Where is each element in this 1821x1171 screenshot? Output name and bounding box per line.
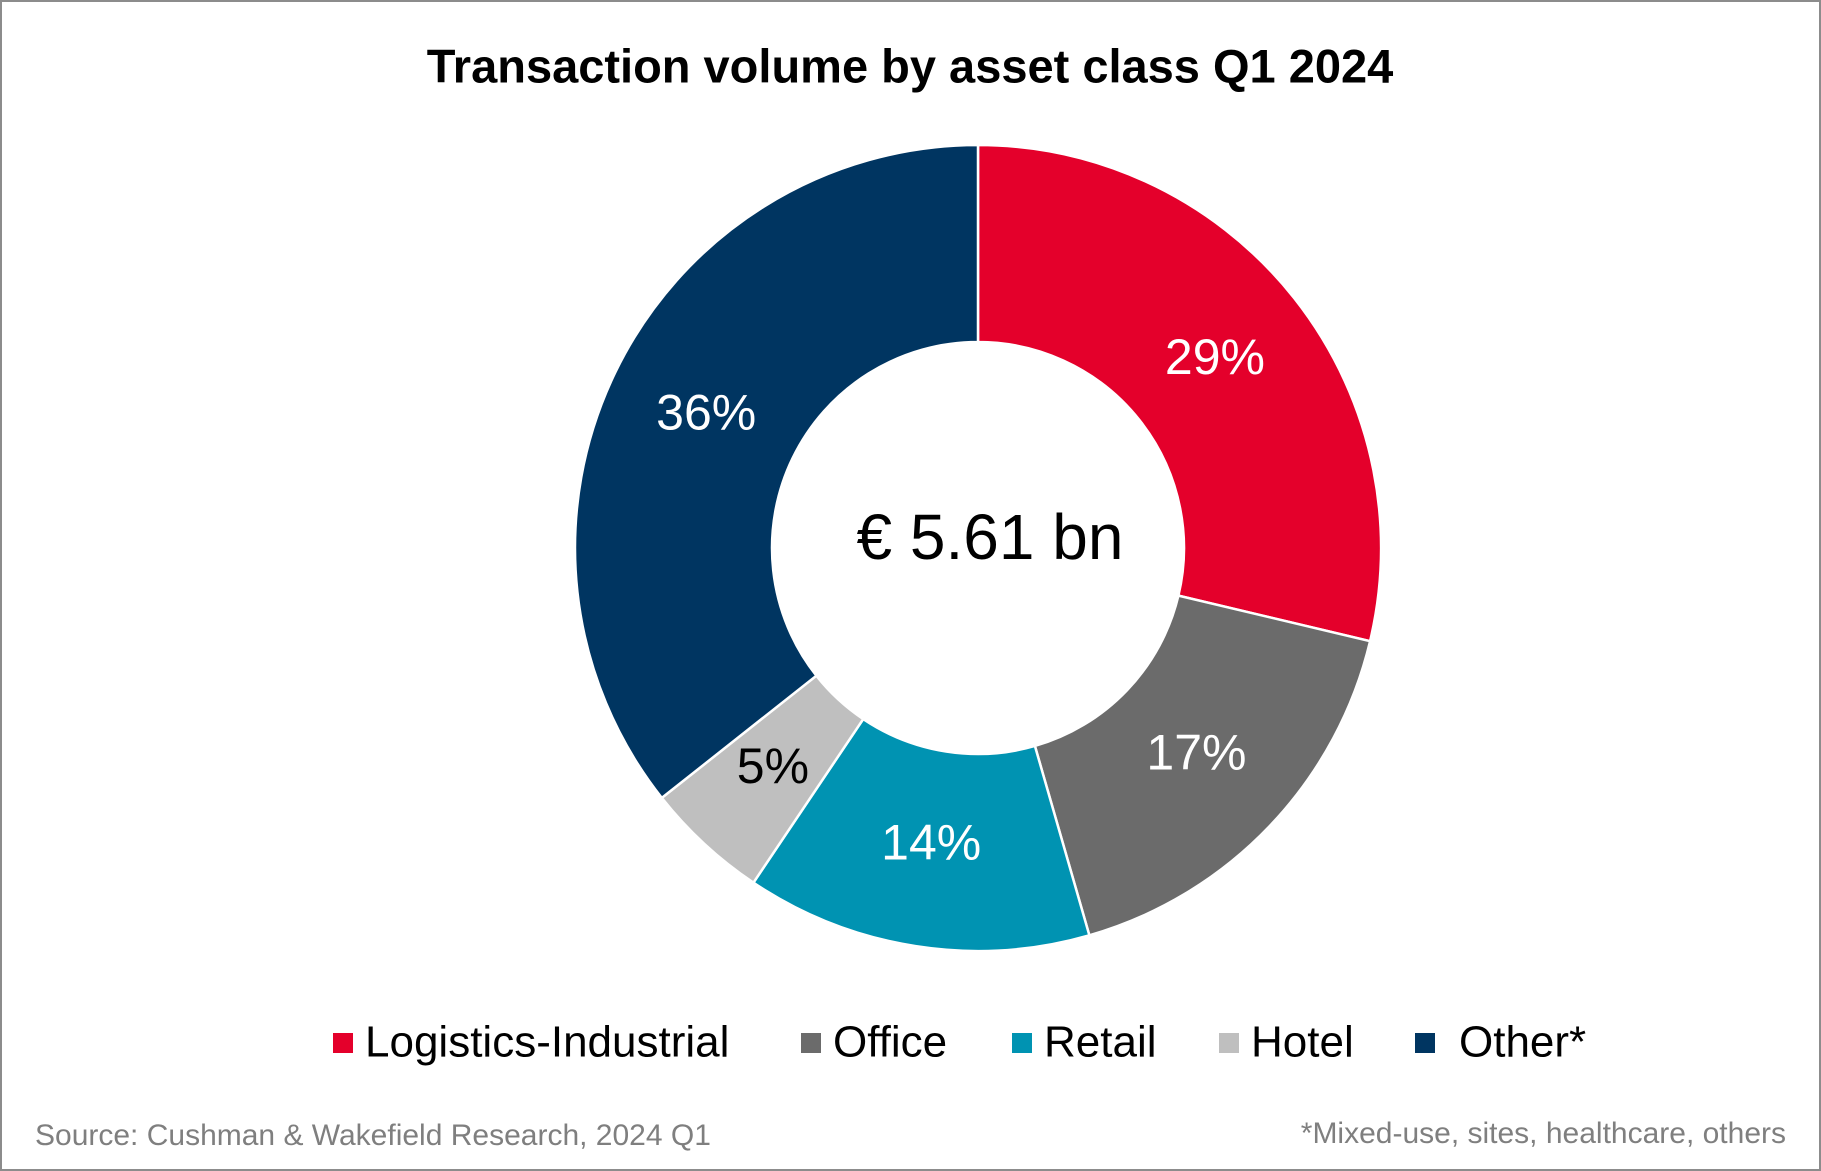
donut-slice — [751, 717, 1091, 953]
legend-label: Other* — [1459, 1018, 1586, 1067]
legend-swatch — [1415, 1033, 1435, 1053]
legend-label: Logistics-Industrial — [365, 1018, 729, 1067]
legend-swatch — [801, 1033, 821, 1053]
data-label: 36% — [656, 385, 756, 441]
data-label: 14% — [881, 815, 981, 871]
legend-label: Hotel — [1251, 1018, 1354, 1067]
footnote: *Mixed-use, sites, healthcare, others — [1301, 1117, 1786, 1150]
legend-swatch — [1012, 1033, 1032, 1053]
legend-label: Retail — [1044, 1018, 1157, 1067]
donut-slice — [976, 143, 1383, 643]
donut-slice — [1033, 594, 1372, 937]
chart-title: Transaction volume by asset class Q1 202… — [427, 39, 1394, 92]
data-label: 5% — [737, 738, 809, 794]
legend-label: Office — [833, 1018, 947, 1067]
legend-swatch — [333, 1033, 353, 1053]
donut-slice — [573, 143, 980, 800]
source: Source: Cushman & Wakefield Research, 20… — [35, 1119, 711, 1152]
data-label: 29% — [1165, 329, 1265, 385]
data-label: 17% — [1146, 725, 1246, 781]
center-label: € 5.61 bn — [857, 501, 1124, 573]
legend-swatch — [1219, 1033, 1239, 1053]
